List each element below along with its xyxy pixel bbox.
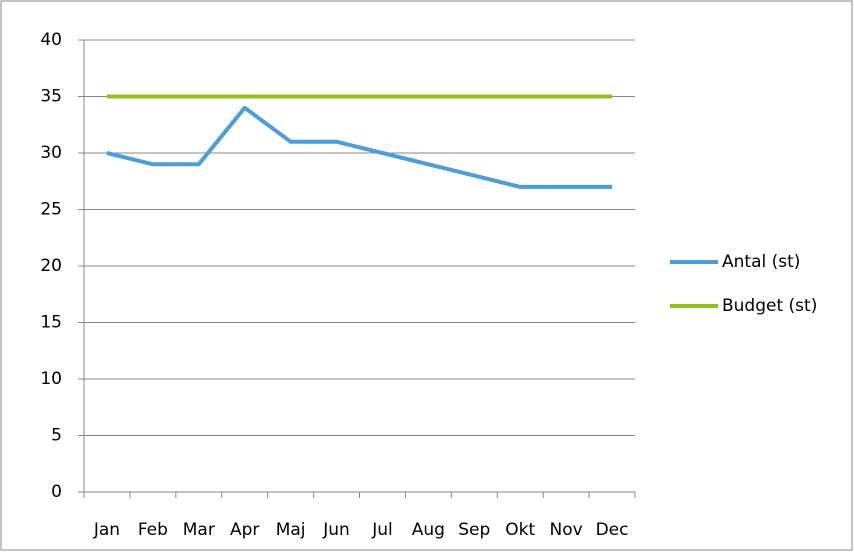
y-tick-label: 15 (40, 313, 62, 333)
x-tick-label: Apr (230, 520, 259, 540)
legend-label: Budget (st) (722, 296, 817, 316)
y-tick-label: 10 (40, 369, 62, 389)
x-tick-label: Jun (322, 520, 350, 540)
x-tick-label: Nov (550, 520, 583, 540)
x-tick-label: Mar (183, 520, 215, 540)
x-tick-label: Jan (93, 520, 120, 540)
y-tick-label: 5 (51, 426, 62, 446)
x-tick-label: Dec (596, 520, 629, 540)
x-tick-label: Jul (371, 520, 393, 540)
y-tick-label: 20 (40, 256, 62, 276)
x-tick-label: Sep (458, 520, 490, 540)
x-tick-label: Feb (138, 520, 168, 540)
y-tick-label: 0 (51, 482, 62, 502)
x-tick-label: Maj (276, 520, 306, 540)
legend-label: Antal (st) (722, 252, 800, 272)
y-tick-label: 35 (40, 87, 62, 107)
y-tick-label: 25 (40, 200, 62, 220)
y-tick-label: 40 (40, 30, 62, 50)
y-tick-label: 30 (40, 143, 62, 163)
x-tick-label: Okt (505, 520, 535, 540)
x-tick-label: Aug (412, 520, 445, 540)
series-line (106, 105, 613, 189)
